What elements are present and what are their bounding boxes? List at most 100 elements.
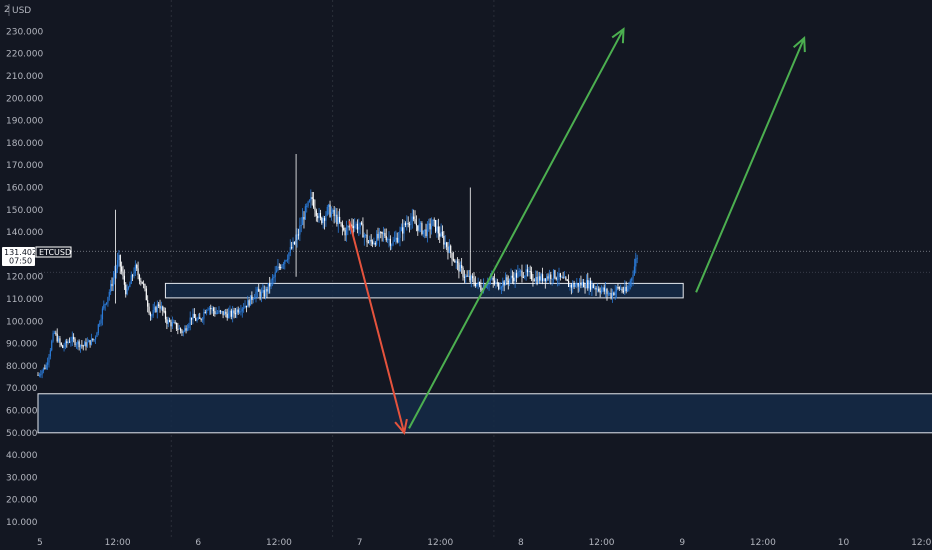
candle-body (402, 227, 404, 234)
arrow-shaft-2 (695, 37, 806, 293)
candle-body (167, 320, 169, 324)
candle-body (533, 280, 535, 282)
candle-body (112, 277, 115, 287)
price-tick: 180.000 (6, 139, 43, 149)
candle-body (200, 318, 202, 320)
candle-body (74, 339, 76, 345)
candle-body (418, 224, 420, 231)
candle-body (461, 264, 463, 269)
price-tick: 90.000 (6, 340, 38, 350)
candle-body (100, 319, 102, 324)
candle-body (551, 278, 553, 280)
candle-body (92, 338, 94, 341)
candle-body (277, 266, 279, 271)
candle-body (429, 223, 431, 230)
candle-body (419, 223, 422, 225)
time-tick: 12:00 (427, 538, 453, 548)
candle-body (384, 233, 386, 237)
zone-rect-0 (164, 282, 684, 299)
candle-body (271, 278, 274, 281)
candle-body (548, 274, 551, 279)
candle-body (404, 223, 407, 226)
candle-body (433, 219, 435, 221)
candle-body (415, 223, 418, 226)
candle-body (132, 275, 134, 277)
candle-body (607, 293, 609, 295)
candle-body (71, 336, 73, 342)
candle-body (155, 307, 157, 312)
time-axis[interactable]: 5 12:00 6 12:00 7 12:00 8 12:00 9 12:00 10 12:00 (37, 538, 932, 548)
candle-body (190, 317, 193, 320)
candle-body (329, 204, 331, 217)
candle-body (517, 271, 519, 278)
candle-body (101, 308, 104, 320)
candle-body (467, 275, 470, 277)
candle-body (201, 318, 204, 320)
candle-body (179, 328, 182, 331)
candle-body (136, 264, 138, 269)
candle-body (387, 239, 389, 241)
candle-body (123, 275, 125, 285)
candle-body (578, 282, 581, 287)
candle-body (554, 270, 556, 278)
price-tick: 140.000 (6, 228, 43, 238)
candle-body (583, 282, 585, 288)
candle-body (144, 284, 146, 289)
candle-body (369, 239, 371, 243)
candle-body (613, 292, 615, 296)
candle-body (192, 313, 194, 320)
last-price-box (2, 247, 35, 266)
candle-body (142, 283, 145, 285)
candle-body (456, 261, 459, 263)
candle-body (487, 283, 489, 286)
candle-body (567, 280, 570, 287)
candle-body (94, 337, 97, 340)
candle-body (385, 236, 387, 241)
candle-body (318, 213, 320, 219)
candle-body (592, 284, 594, 288)
price-tick: 160.000 (6, 184, 43, 194)
candle-body (591, 284, 593, 290)
candle-body (193, 313, 195, 318)
price-tick: 110.000 (6, 295, 43, 305)
candle-body (85, 342, 87, 347)
candle-body (121, 266, 123, 272)
candle-body (130, 275, 132, 284)
candle-body (88, 340, 90, 343)
candle-body (37, 374, 39, 376)
candle-body (605, 288, 607, 292)
candle-body (577, 283, 579, 287)
candle-body (536, 276, 538, 283)
candle-body (159, 305, 161, 309)
last-price-tag[interactable]: 131.402 07:50 ETCUSD (2, 246, 72, 266)
candle-body (344, 230, 346, 236)
candle-body (611, 292, 614, 298)
candle-body (148, 306, 150, 314)
price-tick: 190.000 (6, 117, 43, 127)
candle-body (49, 350, 51, 357)
candle-body (263, 290, 265, 297)
candle-body (129, 283, 131, 288)
candle-body (207, 309, 209, 311)
price-tick: 210.000 (6, 72, 43, 82)
candle-body (291, 247, 293, 249)
candle-body (78, 341, 80, 348)
currency-prefix: 2 (4, 5, 10, 15)
candle-body (251, 295, 253, 301)
candle-body (493, 280, 496, 284)
candle-body (371, 241, 374, 244)
candle-body (232, 310, 234, 317)
candle-body (407, 223, 409, 225)
candle-body (603, 287, 605, 292)
candle-body (614, 291, 616, 296)
arrow-head-0 (394, 418, 408, 436)
candle-body (233, 310, 235, 314)
candle-body (151, 315, 153, 317)
candle-body (227, 312, 230, 318)
candle-body (297, 234, 300, 236)
time-tick: 6 (195, 538, 201, 548)
candle-body (105, 302, 108, 304)
candle-body (428, 223, 430, 225)
candle-body (249, 295, 252, 306)
